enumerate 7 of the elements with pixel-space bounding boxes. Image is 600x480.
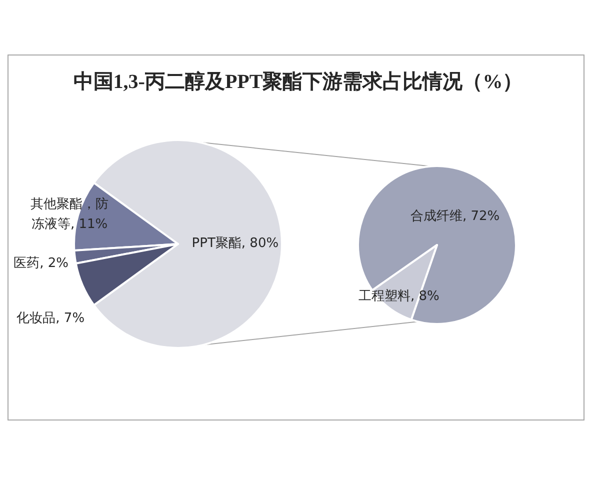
slice-label: 合成纤维, 72% <box>410 208 500 226</box>
slice-label: 化妆品, 7% <box>16 310 85 328</box>
chart-title: 中国1,3-丙二醇及PPT聚酯下游需求占比情况（%） <box>73 70 523 93</box>
slice-label: 工程塑料, 8% <box>358 288 440 306</box>
slice-label: PPT聚酯, 80% <box>192 235 279 253</box>
slice-label: 其他聚酯，防冻液等, 11% <box>30 196 110 234</box>
slice-label: 医药, 2% <box>14 254 69 273</box>
